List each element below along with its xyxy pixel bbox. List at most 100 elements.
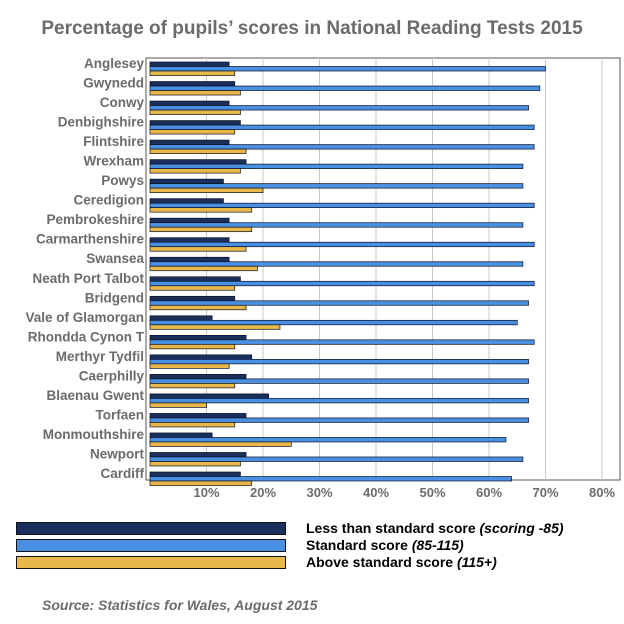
bar-above-standard: [149, 480, 253, 486]
category-label: Neath Port Talbot: [32, 271, 144, 286]
category-label: Merthyr Tydfil: [56, 349, 144, 364]
category-label: Vale of Glamorgan: [25, 310, 144, 325]
bar-standard: [149, 398, 529, 404]
bar-less-than-standard: [149, 315, 213, 321]
category-label: Rhondda Cynon T: [28, 329, 145, 344]
category-label: Bridgend: [85, 290, 144, 305]
bar-standard: [149, 66, 546, 72]
category-labels: Anglesey Gwynedd Conwy Denbighshire Flintshi…: [25, 56, 144, 481]
bar-above-standard: [149, 402, 207, 408]
bar-standard: [149, 105, 529, 111]
category-label: Wrexham: [83, 154, 144, 169]
legend-item-less: Less than standard score (scoring -85): [16, 520, 620, 536]
bar-standard: [149, 417, 529, 423]
bar-above-standard: [149, 109, 241, 115]
bar-above-standard: [149, 226, 253, 233]
bar-less-than-standard: [149, 374, 247, 380]
bar-standard: [149, 202, 535, 209]
bar-standard: [149, 85, 541, 91]
bar-less-than-standard: [149, 120, 241, 126]
bar-less-than-standard: [149, 413, 247, 419]
legend-swatch-less: [16, 522, 286, 535]
bar-less-than-standard: [149, 217, 230, 224]
bar-above-standard: [149, 383, 236, 389]
bar-above-standard: [149, 461, 241, 467]
bar-standard: [149, 339, 535, 345]
bar-standard: [149, 476, 512, 482]
category-label: Blaenau Gwent: [46, 388, 144, 403]
bar-above-standard: [149, 168, 241, 174]
x-tick-label: 70%: [532, 485, 558, 500]
category-label: Anglesey: [84, 56, 145, 71]
category-label: Caerphilly: [79, 368, 145, 383]
category-label: Swansea: [86, 251, 144, 266]
bar-less-than-standard: [149, 100, 230, 106]
bar-less-than-standard: [149, 237, 230, 243]
bar-above-standard: [149, 70, 236, 76]
category-label: Pembrokeshire: [46, 212, 144, 227]
bar-above-standard: [149, 304, 247, 311]
bar-less-than-standard: [149, 452, 247, 458]
bar-less-than-standard: [149, 354, 253, 360]
bar-above-standard: [149, 207, 253, 213]
bar-above-standard: [149, 422, 236, 428]
x-tick-label: 40%: [363, 485, 389, 500]
category-label: Torfaen: [95, 407, 144, 422]
bar-above-standard: [149, 129, 236, 135]
bar-standard: [149, 163, 524, 169]
bar-standard: [149, 261, 524, 267]
bar-less-than-standard: [149, 61, 230, 67]
bar-above-standard: [149, 246, 247, 252]
x-tick-label: 50%: [419, 485, 445, 500]
legend-swatch-standard: [16, 539, 286, 552]
bar-standard: [149, 300, 529, 306]
bar-less-than-standard: [149, 198, 224, 204]
bar-less-than-standard: [149, 432, 213, 438]
bar-standard: [149, 437, 507, 443]
bar-standard: [149, 456, 524, 462]
bar-less-than-standard: [149, 139, 230, 145]
category-label: Denbighshire: [58, 115, 145, 130]
x-tick-label: 20%: [250, 485, 276, 500]
category-label: Carmarthenshire: [36, 232, 145, 247]
category-label: Powys: [101, 173, 144, 188]
bar-less-than-standard: [149, 334, 247, 341]
category-label: Newport: [90, 446, 145, 461]
bar-standard: [149, 359, 529, 365]
bar-above-standard: [149, 265, 258, 272]
bar-above-standard: [149, 148, 247, 154]
x-tick-label: 60%: [476, 485, 502, 500]
bar-above-standard: [149, 441, 292, 447]
bar-less-than-standard: [149, 276, 241, 282]
bars: [149, 61, 546, 486]
source-note: Source: Statistics for Wales, August 201…: [42, 597, 318, 613]
bar-above-standard: [149, 363, 230, 369]
bar-standard: [149, 222, 524, 228]
chart-title: Percentage of pupils’ scores in National…: [41, 18, 583, 39]
bar-less-than-standard: [149, 393, 270, 399]
bar-standard: [149, 124, 535, 130]
category-label: Cardiff: [101, 466, 145, 481]
bar-standard: [149, 144, 535, 150]
bar-less-than-standard: [149, 295, 236, 302]
bar-above-standard: [149, 90, 241, 96]
bar-standard: [149, 183, 524, 189]
legend-label-standard: Standard score (85-115): [306, 537, 464, 553]
bar-less-than-standard: [149, 471, 241, 477]
x-tick-label: 80%: [589, 485, 615, 500]
bar-above-standard: [149, 324, 281, 330]
bar-less-than-standard: [149, 81, 236, 87]
bar-less-than-standard: [149, 256, 230, 263]
bar-standard: [149, 241, 535, 248]
bar-standard: [149, 280, 535, 287]
bar-less-than-standard: [149, 159, 247, 165]
bar-standard: [149, 319, 518, 326]
legend-label-above: Above standard score (115+): [306, 554, 497, 570]
bar-less-than-standard: [149, 178, 224, 184]
bar-above-standard: [149, 285, 236, 291]
x-tick-label: 10%: [193, 485, 219, 500]
legend-swatch-above: [16, 556, 286, 569]
bar-above-standard: [149, 343, 236, 350]
legend-item-above: Above standard score (115+): [16, 554, 620, 570]
